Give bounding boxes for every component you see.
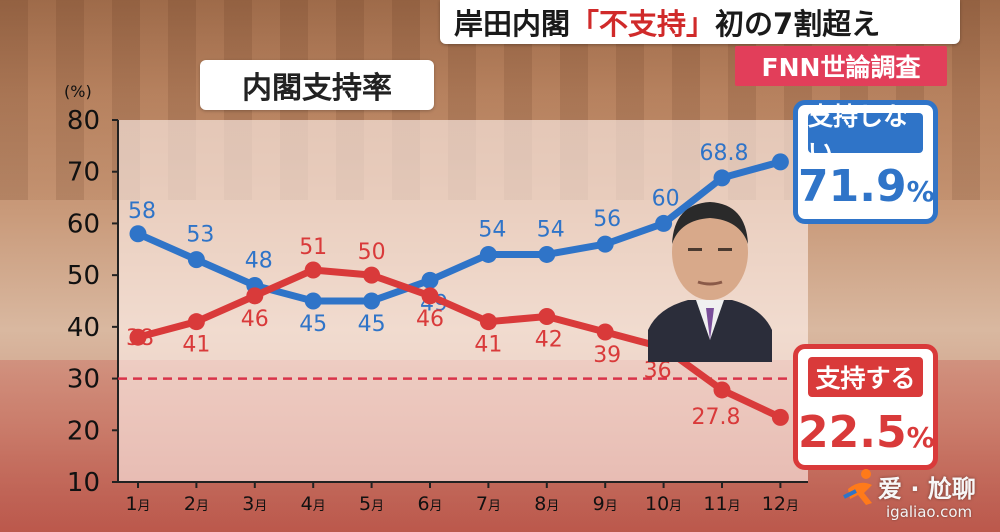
x-tick-label: 4月 bbox=[301, 493, 326, 515]
x-tick-label: 2月 bbox=[184, 493, 209, 515]
y-tick-label: 20 bbox=[67, 416, 100, 446]
x-tick-label: 9月 bbox=[593, 493, 618, 515]
y-tick-label: 50 bbox=[67, 261, 100, 291]
data-label: 38 bbox=[126, 326, 154, 351]
x-tick-label: 7月 bbox=[476, 493, 501, 515]
data-point bbox=[713, 381, 731, 399]
disapprove-callout-unit: % bbox=[906, 175, 935, 208]
data-label: 42 bbox=[535, 328, 563, 353]
data-point bbox=[538, 245, 556, 263]
data-point bbox=[187, 251, 205, 269]
series-line-0 bbox=[134, 158, 784, 305]
data-point bbox=[421, 287, 439, 305]
data-point bbox=[363, 266, 381, 284]
data-label: 54 bbox=[478, 217, 506, 242]
y-tick-label: 80 bbox=[67, 106, 100, 136]
headline-highlight: 「不支持」 bbox=[570, 7, 716, 41]
data-point bbox=[596, 235, 614, 253]
y-tick-label: 70 bbox=[67, 158, 100, 188]
data-label: 41 bbox=[474, 333, 502, 358]
data-point bbox=[771, 153, 789, 171]
approve-callout-label: 支持する bbox=[808, 357, 923, 397]
data-label: 45 bbox=[358, 312, 386, 337]
data-point bbox=[421, 271, 439, 289]
disapprove-callout-label: 支持しない bbox=[808, 102, 923, 167]
x-tick-label: 10月 bbox=[645, 493, 682, 515]
disapprove-callout: 支持しない 71.9% bbox=[793, 100, 938, 224]
x-tick-label: 8月 bbox=[534, 493, 559, 515]
data-point bbox=[479, 313, 497, 331]
person-portrait bbox=[648, 190, 772, 362]
approve-callout-value-box: 22.5% bbox=[798, 407, 935, 458]
data-label: 50 bbox=[358, 240, 386, 265]
data-point bbox=[538, 308, 556, 326]
data-label: 45 bbox=[299, 312, 327, 337]
data-point bbox=[246, 287, 264, 305]
data-point bbox=[655, 214, 673, 232]
x-tick-label: 6月 bbox=[417, 493, 442, 515]
data-label: 39 bbox=[593, 343, 621, 368]
data-label: 36 bbox=[644, 359, 672, 384]
data-point bbox=[479, 245, 497, 263]
chart-title: 内閣支持率 bbox=[200, 60, 434, 110]
approve-callout-value: 22.5 bbox=[798, 407, 907, 458]
approve-callout: 支持する 22.5% bbox=[793, 344, 938, 470]
data-point bbox=[713, 169, 731, 187]
data-label: 56 bbox=[593, 207, 621, 232]
source-tag: FNN世論調査 bbox=[735, 46, 947, 86]
x-tick-label: 12月 bbox=[762, 493, 799, 515]
approve-callout-unit: % bbox=[906, 421, 935, 454]
runner-logo-icon bbox=[843, 469, 872, 505]
data-label: 54 bbox=[537, 217, 565, 242]
y-axis-unit: (%) bbox=[64, 82, 92, 101]
x-tick-label: 5月 bbox=[359, 493, 384, 515]
data-point bbox=[129, 225, 147, 243]
data-point bbox=[363, 292, 381, 310]
y-tick-label: 30 bbox=[67, 365, 100, 395]
data-point bbox=[187, 313, 205, 331]
watermark: 爱 · 尬聊 igaliao.com bbox=[842, 467, 992, 527]
data-label: 41 bbox=[182, 333, 210, 358]
data-label: 53 bbox=[186, 223, 214, 248]
x-tick-label: 3月 bbox=[242, 493, 267, 515]
data-label: 46 bbox=[241, 307, 269, 332]
data-label: 58 bbox=[128, 199, 156, 224]
y-tick-label: 10 bbox=[67, 468, 100, 498]
data-label: 48 bbox=[245, 248, 273, 273]
data-point bbox=[304, 261, 322, 279]
data-point bbox=[596, 323, 614, 341]
data-label: 68.8 bbox=[700, 141, 749, 166]
data-label: 60 bbox=[652, 186, 680, 211]
data-label: 46 bbox=[416, 307, 444, 332]
headline-suffix: 初の7割超え bbox=[715, 7, 881, 41]
disapprove-callout-value-box: 71.9% bbox=[798, 161, 935, 212]
watermark-url: igaliao.com bbox=[886, 503, 973, 521]
data-point bbox=[771, 408, 789, 426]
y-tick-label: 60 bbox=[67, 209, 100, 239]
data-point bbox=[129, 328, 147, 346]
x-tick-label: 11月 bbox=[703, 493, 740, 515]
data-label: 51 bbox=[299, 235, 327, 260]
disapprove-callout-value: 71.9 bbox=[798, 161, 907, 212]
headline-banner: 岸田内閣 「不支持」 初の7割超え bbox=[440, 0, 960, 44]
data-label: 27.8 bbox=[692, 405, 741, 430]
headline-prefix: 岸田内閣 bbox=[454, 7, 571, 41]
watermark-name: 爱 · 尬聊 bbox=[878, 475, 976, 503]
x-tick-label: 1月 bbox=[125, 493, 150, 515]
y-tick-label: 40 bbox=[67, 313, 100, 343]
data-point bbox=[304, 292, 322, 310]
